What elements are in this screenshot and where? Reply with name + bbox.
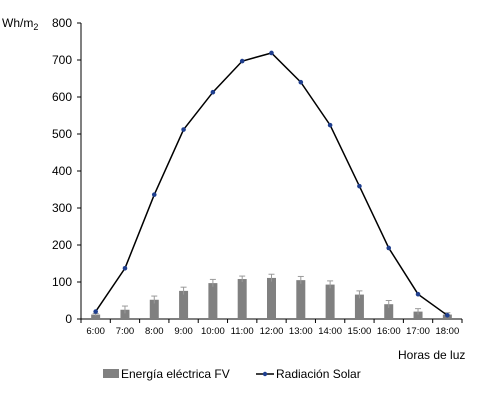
- bar: [120, 309, 130, 319]
- bar: [149, 299, 159, 319]
- y-tick-label: 200: [52, 238, 72, 252]
- y-tick-label: 0: [65, 312, 72, 326]
- bar: [267, 277, 276, 319]
- x-tick-label: 11:00: [231, 326, 254, 337]
- y-tick-label: 300: [52, 201, 72, 215]
- line-point: [415, 291, 421, 297]
- y-tick-label: 100: [52, 275, 72, 289]
- line-point: [239, 58, 245, 64]
- x-tick-label: 16:00: [377, 326, 401, 337]
- axes: [77, 22, 463, 323]
- bars: [91, 277, 452, 319]
- y-tick-label: 800: [52, 16, 72, 30]
- x-tick-label: 12:00: [260, 326, 284, 337]
- x-tick-label: 7:00: [116, 326, 135, 337]
- y-tick-label: 600: [52, 90, 72, 104]
- x-axis-label: Horas de luz: [398, 348, 465, 362]
- legend: Energía eléctrica FV Radiación Solar: [103, 367, 361, 381]
- bar: [179, 290, 189, 319]
- x-tick-label: 14:00: [318, 326, 342, 337]
- y-tick-label: 500: [52, 127, 72, 141]
- x-tick-label: 15:00: [348, 326, 372, 337]
- line-point: [93, 309, 98, 314]
- x-tick-label: 18:00: [435, 326, 459, 337]
- line-point: [386, 245, 392, 251]
- line-point: [269, 50, 274, 56]
- line-point: [181, 127, 186, 132]
- legend-line-label: Radiación Solar: [276, 367, 361, 381]
- bar: [413, 311, 423, 319]
- line-point: [357, 183, 362, 189]
- radiation-line: [93, 50, 450, 318]
- bar: [296, 280, 306, 319]
- x-tick-label: 8:00: [145, 326, 164, 337]
- line-point: [445, 313, 450, 318]
- x-tick-labels: 6:00 7:00 8:00 9:00 10:00 11:00 12:00 13:00 14:0…: [86, 326, 459, 337]
- y-tick-label: 700: [52, 53, 72, 67]
- bar: [384, 304, 394, 319]
- legend-line-marker: [262, 371, 268, 377]
- legend-bar-swatch: [103, 369, 119, 378]
- line-point: [151, 192, 157, 197]
- y-axis-label: Wh/m2: [2, 16, 38, 32]
- line-point: [327, 122, 333, 128]
- x-tick-label: 9:00: [174, 326, 193, 337]
- x-tick-label: 17:00: [406, 326, 430, 337]
- bar: [91, 314, 101, 319]
- legend-bar-label: Energía eléctrica FV: [121, 367, 230, 381]
- y-tick-labels: 0 100 200 300 400 500 600 700 800: [52, 16, 72, 326]
- line-point: [210, 89, 216, 95]
- line-point: [122, 266, 128, 271]
- bar: [208, 283, 218, 319]
- x-tick-label: 10:00: [201, 326, 225, 337]
- line-point: [298, 79, 304, 85]
- x-tick-label: 6:00: [86, 326, 105, 337]
- bar: [325, 284, 335, 319]
- y-tick-label: 400: [52, 164, 72, 178]
- bar: [354, 294, 364, 319]
- x-tick-label: 13:00: [289, 326, 313, 337]
- bar: [237, 279, 247, 319]
